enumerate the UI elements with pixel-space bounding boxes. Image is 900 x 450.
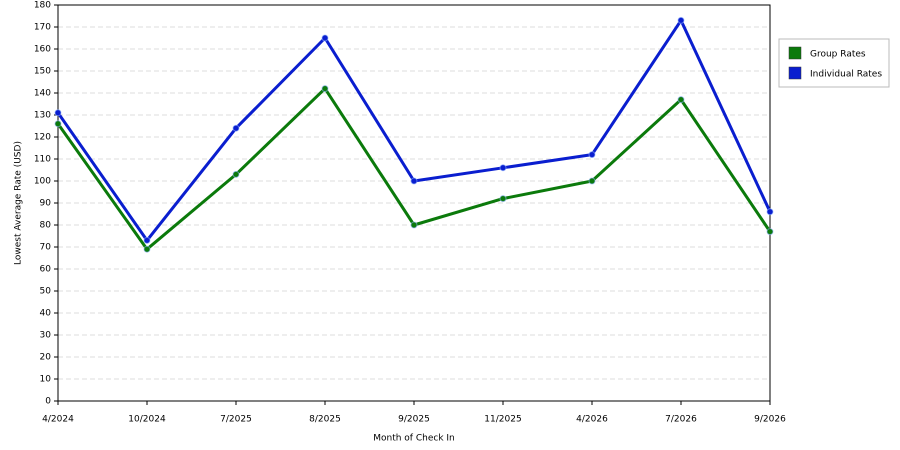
y-tick-label: 70 — [40, 243, 52, 253]
y-tick-label: 140 — [34, 89, 51, 99]
series-line — [56, 18, 772, 242]
point — [499, 195, 507, 203]
point — [677, 96, 685, 104]
x-tick-label: 7/2026 — [665, 415, 697, 425]
point — [410, 221, 418, 229]
x-axis-label: Month of Check In — [373, 434, 455, 444]
point — [677, 16, 685, 24]
legend-box — [778, 38, 890, 88]
point — [54, 109, 62, 117]
x-tick-label: 8/2025 — [309, 415, 341, 425]
x-tick-label: 4/2024 — [42, 415, 74, 425]
point — [232, 124, 240, 132]
y-tick-label: 50 — [40, 287, 52, 297]
point — [232, 170, 240, 178]
legend-label: Group Rates — [810, 50, 866, 60]
point — [766, 208, 774, 216]
x-tick-label: 9/2026 — [754, 415, 786, 425]
point — [499, 164, 507, 172]
legend-swatch — [788, 66, 802, 80]
y-tick-label: 0 — [45, 397, 51, 407]
y-tick-label: 30 — [40, 331, 52, 341]
x-tick-label: 9/2025 — [398, 415, 430, 425]
point — [410, 177, 418, 185]
x-tick-label: 11/2025 — [484, 415, 521, 425]
point — [143, 245, 151, 253]
y-tick-label: 40 — [40, 309, 52, 319]
x-tick-label: 7/2025 — [220, 415, 252, 425]
point — [54, 120, 62, 128]
y-tick-label: 100 — [34, 177, 51, 187]
point — [143, 236, 151, 244]
y-tick-label: 170 — [34, 23, 51, 33]
y-axis-label: Lowest Average Rate (USD) — [14, 141, 24, 265]
y-tick-label: 90 — [40, 199, 52, 209]
y-tick-label: 130 — [34, 111, 51, 121]
point — [766, 228, 774, 236]
legend-swatch — [788, 46, 802, 60]
y-tick-label: 10 — [40, 375, 52, 385]
legend-label: Individual Rates — [810, 70, 882, 80]
y-tick-label: 160 — [34, 45, 51, 55]
point — [321, 85, 329, 93]
y-tick-label: 180 — [34, 1, 51, 11]
y-tick-label: 20 — [40, 353, 52, 363]
x-tick-label: 4/2026 — [576, 415, 608, 425]
point — [321, 34, 329, 42]
point — [588, 151, 596, 159]
y-tick-label: 150 — [34, 67, 51, 77]
y-tick-label: 110 — [34, 155, 51, 165]
x-tick-label: 10/2024 — [128, 415, 166, 425]
y-tick-label: 120 — [34, 133, 51, 143]
y-tick-label: 80 — [40, 221, 52, 231]
point — [588, 177, 596, 185]
y-tick-label: 60 — [40, 265, 52, 275]
